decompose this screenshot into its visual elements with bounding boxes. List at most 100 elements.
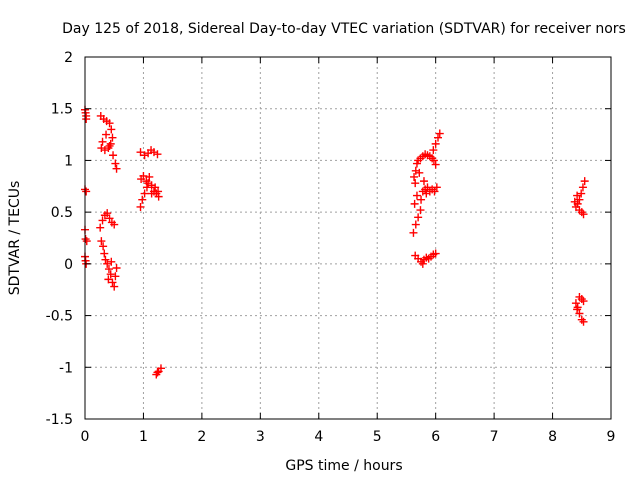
data-point	[101, 255, 110, 264]
data-point	[579, 297, 588, 306]
y-tick-labels: -1.5 -1 -0.5 0 0.5 1 1.5 2	[46, 50, 73, 428]
data-point	[430, 187, 439, 196]
x-tick-label: 4	[314, 429, 323, 445]
data-point	[99, 242, 108, 251]
data-point	[422, 189, 431, 198]
y-tick-label: 0	[64, 257, 73, 273]
data-point	[579, 317, 588, 326]
data-point	[105, 214, 114, 223]
data-point	[411, 166, 420, 175]
data-point	[431, 160, 440, 169]
data-points	[81, 105, 589, 379]
data-point	[410, 199, 419, 208]
data-point	[110, 282, 119, 291]
data-point	[575, 309, 584, 318]
data-point	[578, 183, 587, 192]
data-point	[410, 172, 419, 181]
data-point	[110, 220, 119, 229]
data-point	[414, 213, 423, 222]
data-point	[100, 146, 109, 155]
data-point	[415, 168, 424, 177]
data-point	[153, 150, 162, 159]
data-point	[97, 237, 106, 246]
data-point	[104, 275, 113, 284]
data-point	[435, 129, 444, 138]
data-point	[412, 191, 421, 200]
data-point	[434, 133, 443, 142]
x-axis-title: GPS time / hours	[285, 458, 402, 474]
y-tick-label: -0.5	[46, 309, 73, 325]
data-point	[431, 249, 440, 258]
data-point	[112, 164, 121, 173]
data-point	[145, 172, 154, 181]
y-tick-label: -1.5	[46, 412, 73, 428]
data-point	[108, 133, 117, 142]
data-point	[138, 195, 147, 204]
data-point	[111, 272, 120, 281]
data-point	[105, 119, 114, 128]
x-tick-labels: 0 1 2 3 4 5 6 7 8 9	[81, 429, 616, 445]
data-point	[111, 159, 120, 168]
data-point	[108, 278, 117, 287]
data-point	[147, 189, 156, 198]
x-tick-label: 2	[197, 429, 206, 445]
y-axis-title: SDTVAR / TECUs	[7, 181, 23, 296]
data-point	[575, 195, 584, 204]
data-point	[151, 183, 160, 192]
data-point	[107, 125, 116, 134]
data-point	[416, 206, 425, 215]
grid-lines	[85, 57, 611, 419]
data-point	[105, 141, 114, 150]
data-point	[144, 179, 153, 188]
data-point	[82, 237, 91, 246]
y-tick-label: 1	[64, 153, 73, 169]
data-point	[571, 299, 580, 308]
data-point	[573, 191, 582, 200]
data-point	[570, 197, 579, 206]
x-tick-label: 1	[139, 429, 148, 445]
x-tick-label: 3	[256, 429, 265, 445]
data-point	[418, 259, 427, 268]
data-point	[81, 235, 90, 244]
data-point	[104, 265, 113, 274]
data-point	[98, 216, 107, 225]
data-point	[82, 115, 91, 124]
data-point	[579, 210, 588, 219]
data-point	[139, 171, 148, 180]
chart-title: Day 125 of 2018, Sidereal Day-to-day VTE…	[62, 21, 626, 37]
y-tick-label: -1	[59, 360, 73, 376]
data-point	[97, 144, 106, 153]
x-tick-label: 0	[81, 429, 90, 445]
y-tick-label: 2	[64, 50, 73, 66]
data-point	[136, 148, 145, 157]
data-point	[100, 249, 109, 258]
x-tick-label: 9	[607, 429, 616, 445]
data-point	[140, 189, 149, 198]
plot-frame	[84, 56, 612, 420]
x-tick-label: 6	[431, 429, 440, 445]
axis-ticks	[84, 56, 612, 420]
data-point	[411, 220, 420, 229]
data-point	[82, 187, 91, 196]
data-point	[136, 202, 145, 211]
data-point	[153, 368, 162, 377]
x-tick-label: 8	[548, 429, 557, 445]
data-point	[417, 195, 426, 204]
y-tick-label: 0.5	[51, 205, 73, 221]
data-point	[102, 130, 111, 139]
data-point	[103, 259, 112, 268]
data-point	[107, 257, 116, 266]
data-point	[429, 156, 438, 165]
data-point	[109, 151, 118, 160]
data-point	[156, 364, 165, 373]
x-tick-label: 5	[373, 429, 382, 445]
data-point	[112, 263, 121, 272]
data-point	[580, 177, 589, 186]
x-tick-label: 7	[490, 429, 499, 445]
data-point	[106, 270, 115, 279]
data-point	[429, 146, 438, 155]
data-point	[432, 183, 441, 192]
data-point	[423, 183, 432, 192]
data-point	[103, 209, 112, 218]
